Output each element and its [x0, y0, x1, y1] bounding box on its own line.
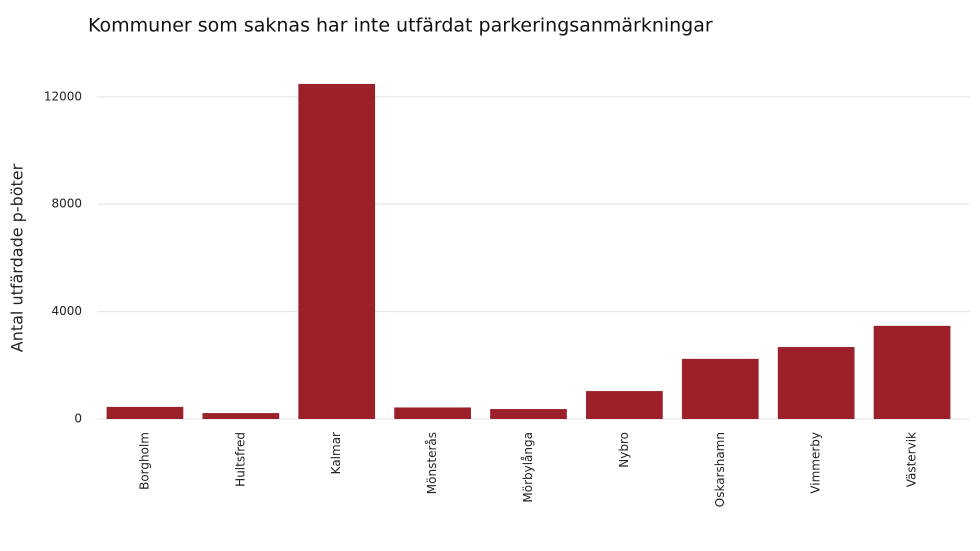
x-tick-label: Kalmar	[329, 432, 343, 474]
bar	[202, 413, 280, 419]
bar	[777, 347, 855, 419]
bar	[681, 358, 759, 419]
x-tick-label: Vimmerby	[809, 432, 823, 494]
y-axis-label: Antal utfärdade p-böter	[8, 163, 27, 352]
y-tick-label: 0	[74, 412, 82, 426]
x-tick-label: Mörbylånga	[521, 432, 535, 503]
y-tick-label: 4000	[51, 304, 82, 318]
bar	[394, 407, 471, 419]
y-tick-label: 12000	[44, 89, 82, 103]
bar	[873, 325, 951, 419]
chart-title: Kommuner som saknas har inte utfärdat pa…	[88, 15, 713, 37]
x-tick-label: Borgholm	[137, 432, 151, 490]
x-tick-label: Oskarshamn	[713, 432, 727, 507]
bar	[586, 391, 663, 419]
x-tick-label: Hultsfred	[233, 432, 247, 487]
x-tick-label: Västervik	[905, 432, 919, 487]
bar	[298, 83, 376, 420]
x-tick-label: Mönsterås	[425, 432, 439, 494]
x-tick-label: Nybro	[617, 432, 631, 468]
bar	[490, 409, 567, 419]
bar	[106, 406, 184, 419]
y-tick-label: 8000	[51, 197, 82, 211]
